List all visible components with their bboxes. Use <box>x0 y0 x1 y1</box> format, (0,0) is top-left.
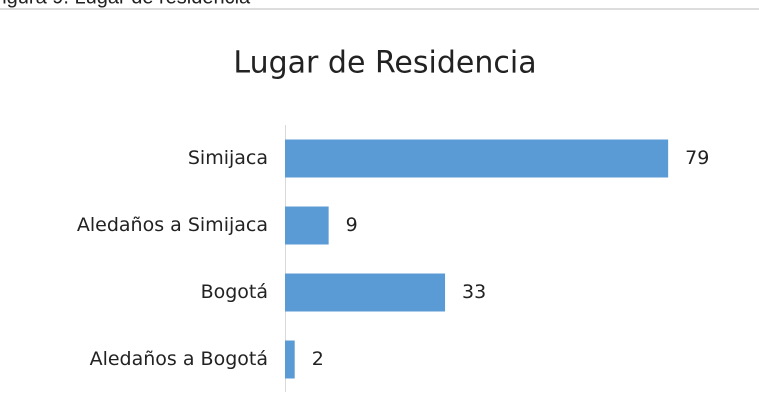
y-tick-label: Aledaños a Bogotá <box>90 348 268 370</box>
bar <box>285 206 329 245</box>
data-label: 9 <box>346 214 358 236</box>
bar <box>285 273 446 312</box>
y-tick-label: Aledaños a Simijaca <box>77 214 268 236</box>
y-tick-label: Bogotá <box>201 281 268 303</box>
bar <box>285 139 669 178</box>
y-tick-label: Simijaca <box>188 147 268 169</box>
data-label: 33 <box>462 281 486 303</box>
data-label: 2 <box>312 348 324 370</box>
bar <box>285 340 295 379</box>
caption: Figura 9. Lugar de residencia <box>0 0 251 8</box>
data-label: 79 <box>685 147 709 169</box>
chart-title: Lugar de Residencia <box>233 46 536 81</box>
